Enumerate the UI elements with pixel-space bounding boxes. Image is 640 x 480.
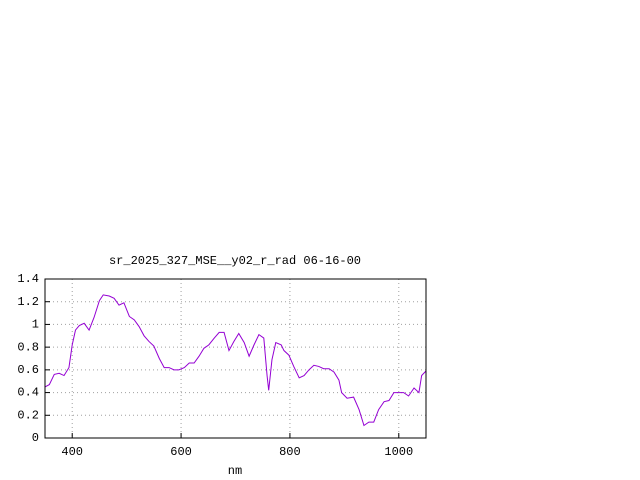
x-tick-label: 400: [61, 445, 83, 459]
y-tick-label: 1.4: [17, 272, 39, 286]
x-tick-label: 600: [170, 445, 192, 459]
y-tick-label: 0.2: [17, 408, 39, 422]
x-axis-label: nm: [228, 464, 242, 478]
y-tick-label: 0.4: [17, 386, 39, 400]
x-tick-label: 800: [279, 445, 301, 459]
plot-border: [44, 278, 427, 439]
y-tick-label: 1: [32, 318, 39, 332]
chart-title: sr_2025_327_MSE__y02_r_rad 06-16-00: [109, 254, 361, 268]
y-tick-label: 1.2: [17, 295, 39, 309]
x-tick-label: 1000: [384, 445, 413, 459]
y-tick-label: 0: [32, 431, 39, 445]
plot-area: [44, 278, 427, 439]
y-tick-label: 0.6: [17, 363, 39, 377]
y-tick-label: 0.8: [17, 340, 39, 354]
data-line: [44, 294, 427, 427]
